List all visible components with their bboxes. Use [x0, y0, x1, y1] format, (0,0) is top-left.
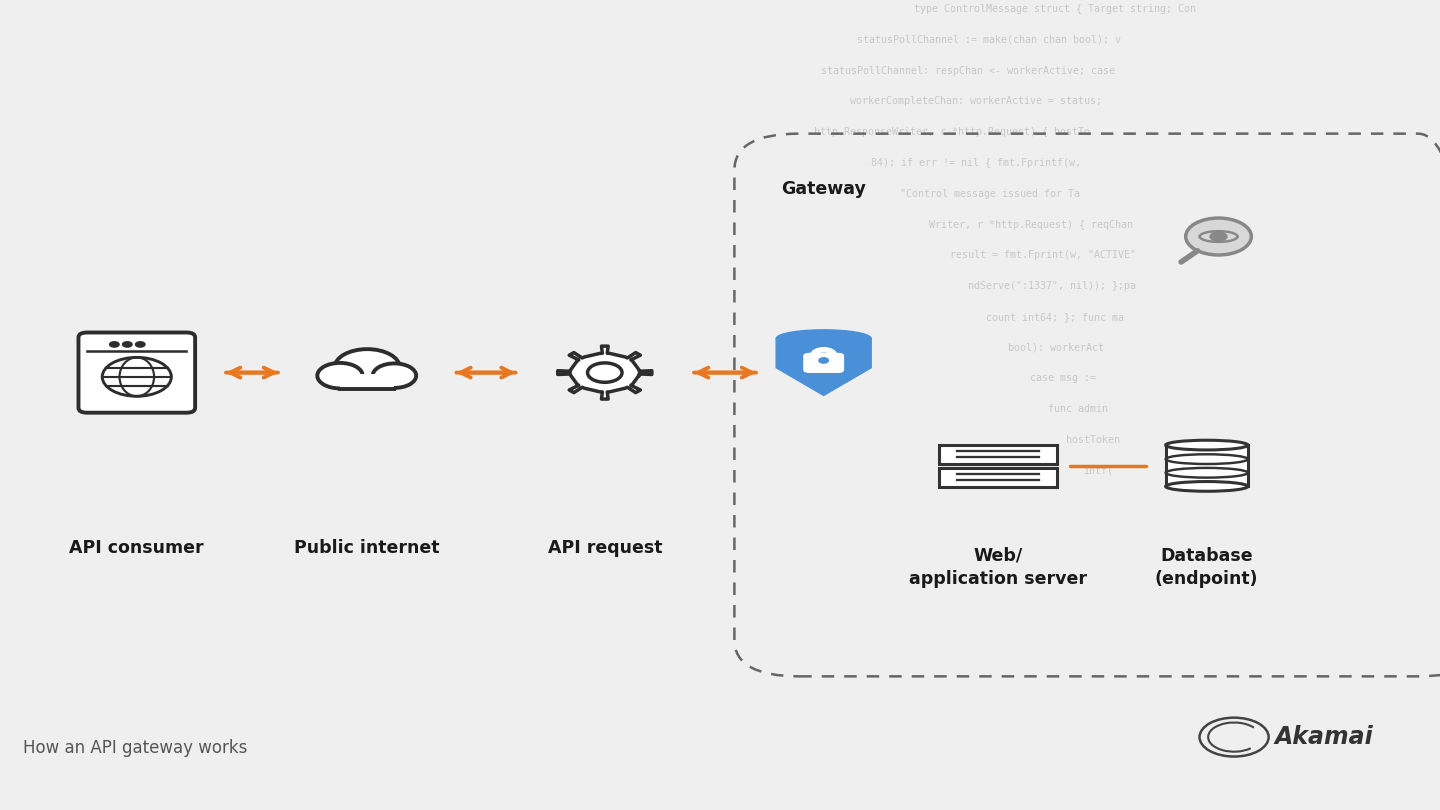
- Text: ndServe(":1337", nil)); };pa: ndServe(":1337", nil)); };pa: [968, 281, 1136, 291]
- Text: type ControlMessage struct { Target string; Con: type ControlMessage struct { Target stri…: [914, 4, 1197, 14]
- Polygon shape: [557, 346, 652, 399]
- Text: statusPollChannel := make(chan chan bool); v: statusPollChannel := make(chan chan bool…: [857, 35, 1120, 45]
- Polygon shape: [776, 330, 871, 395]
- Text: Web/
application server: Web/ application server: [909, 547, 1087, 587]
- Text: hostToken: hostToken: [1066, 435, 1120, 445]
- Ellipse shape: [1166, 441, 1247, 450]
- Text: Public internet: Public internet: [294, 539, 441, 556]
- Text: Akamai: Akamai: [1274, 725, 1374, 749]
- Text: API consumer: API consumer: [69, 539, 204, 556]
- Circle shape: [1185, 218, 1251, 255]
- Text: 84); if err != nil { fmt.Fprintf(w,: 84); if err != nil { fmt.Fprintf(w,: [871, 158, 1081, 168]
- Text: Database
(endpoint): Database (endpoint): [1155, 547, 1259, 587]
- Circle shape: [819, 358, 828, 363]
- Circle shape: [334, 349, 400, 386]
- Circle shape: [109, 342, 120, 347]
- Bar: [1166, 446, 1248, 486]
- Text: http.ResponseWriter, r *http.Request) { hostTo: http.ResponseWriter, r *http.Request) { …: [814, 127, 1090, 137]
- Circle shape: [588, 363, 622, 382]
- Text: case msg :=: case msg :=: [1030, 373, 1096, 383]
- Circle shape: [122, 342, 132, 347]
- Text: bool): workerAct: bool): workerAct: [1008, 343, 1104, 352]
- FancyBboxPatch shape: [79, 332, 196, 412]
- Text: Gateway: Gateway: [782, 181, 865, 198]
- FancyBboxPatch shape: [939, 445, 1057, 463]
- Bar: [340, 373, 395, 389]
- Ellipse shape: [1166, 481, 1247, 491]
- Text: Writer, r *http.Request) { reqChan: Writer, r *http.Request) { reqChan: [929, 220, 1133, 229]
- Circle shape: [373, 364, 416, 388]
- Text: statusPollChannel: respChan <- workerActive; case: statusPollChannel: respChan <- workerAct…: [821, 66, 1115, 75]
- Text: result = fmt.Fprint(w, "ACTIVE": result = fmt.Fprint(w, "ACTIVE": [950, 250, 1136, 260]
- Text: func admin: func admin: [1048, 404, 1109, 414]
- Text: API request: API request: [547, 539, 662, 556]
- Circle shape: [317, 363, 363, 389]
- Text: count int64; }; func ma: count int64; }; func ma: [986, 312, 1125, 322]
- FancyBboxPatch shape: [939, 468, 1057, 487]
- Circle shape: [1210, 232, 1228, 241]
- Text: intf(: intf(: [1083, 466, 1113, 475]
- Bar: [343, 373, 392, 387]
- Text: How an API gateway works: How an API gateway works: [23, 740, 248, 757]
- Circle shape: [135, 342, 145, 347]
- Text: "Control message issued for Ta: "Control message issued for Ta: [900, 189, 1080, 198]
- FancyBboxPatch shape: [804, 353, 844, 373]
- Text: workerCompleteChan: workerActive = status;: workerCompleteChan: workerActive = statu…: [850, 96, 1102, 106]
